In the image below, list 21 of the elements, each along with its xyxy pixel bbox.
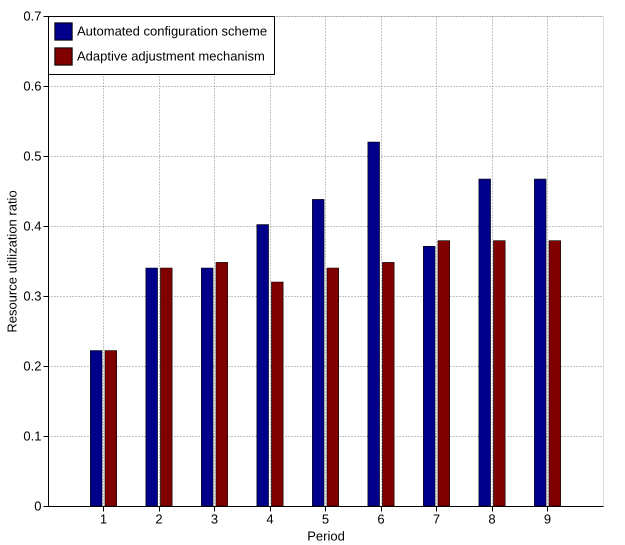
x-tick-label: 7	[432, 512, 440, 526]
y-tick-label: 0.6	[23, 78, 42, 94]
y-tick-label: 0.3	[23, 288, 42, 304]
x-tick-label: 8	[488, 512, 496, 526]
x-tick-label: 3	[210, 512, 218, 526]
y-tick-label: 0.4	[23, 218, 42, 234]
x-tick-label: 6	[377, 512, 385, 526]
x-tick-label: 1	[100, 512, 108, 526]
y-tick-label: 0	[34, 498, 42, 514]
y-tick-label: 0.2	[23, 358, 42, 374]
y-tick-label: 0.5	[23, 148, 42, 164]
x-tick-label: 9	[544, 512, 552, 526]
x-tick-label: 2	[155, 512, 163, 526]
x-tick-label: 4	[266, 512, 274, 526]
legend-label: Automated configuration scheme	[77, 24, 268, 38]
x-axis-title: Period	[307, 528, 345, 544]
y-tick-label: 0.1	[23, 428, 42, 444]
legend-label: Adaptive adjustment mechanism	[77, 48, 265, 64]
x-tick-label: 5	[322, 512, 330, 526]
y-axis-title: Resource utilization ratio	[4, 190, 20, 333]
y-tick-label: 0.7	[23, 8, 42, 24]
